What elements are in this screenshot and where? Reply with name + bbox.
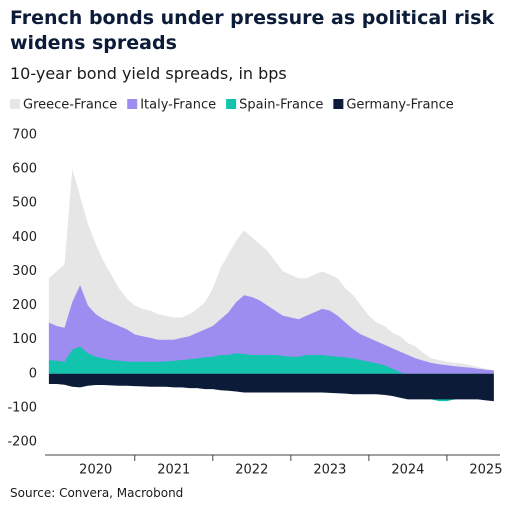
y-tick-label: 200 xyxy=(12,298,37,313)
y-tick-label: 500 xyxy=(12,196,37,211)
x-tick-label: 2021 xyxy=(157,463,190,478)
legend-label: Greece-France xyxy=(23,98,117,113)
legend-label: Italy-France xyxy=(140,98,216,113)
x-tick-label: 2022 xyxy=(235,463,268,478)
legend-swatch xyxy=(127,99,138,109)
x-tick-label: 2025 xyxy=(469,463,502,478)
y-tick-label: 700 xyxy=(12,127,37,142)
source-note: Source: Convera, Macrobond xyxy=(10,486,184,500)
chart-title: French bonds under pressure as political… xyxy=(10,7,495,54)
x-tick-label: 2023 xyxy=(313,463,346,478)
x-tick-label: 2020 xyxy=(79,463,112,478)
y-tick-label: -200 xyxy=(7,435,37,450)
x-tick-label: 2024 xyxy=(391,463,424,478)
y-tick-label: 400 xyxy=(12,230,37,245)
area xyxy=(48,285,494,374)
legend-swatch xyxy=(333,99,344,109)
y-tick-label: 100 xyxy=(12,332,37,347)
legend-swatch xyxy=(10,99,20,109)
legend-label: Spain-France xyxy=(239,98,323,113)
y-tick-label: 0 xyxy=(29,366,37,381)
area xyxy=(48,169,494,374)
y-tick-label: 600 xyxy=(12,162,37,177)
y-tick-label: 300 xyxy=(12,264,37,279)
legend-swatch xyxy=(226,99,237,109)
chart-subtitle: 10-year bond yield spreads, in bps xyxy=(10,64,287,83)
legend-label: Germany-France xyxy=(346,98,453,113)
y-tick-label: -100 xyxy=(7,400,37,415)
area xyxy=(48,373,494,402)
